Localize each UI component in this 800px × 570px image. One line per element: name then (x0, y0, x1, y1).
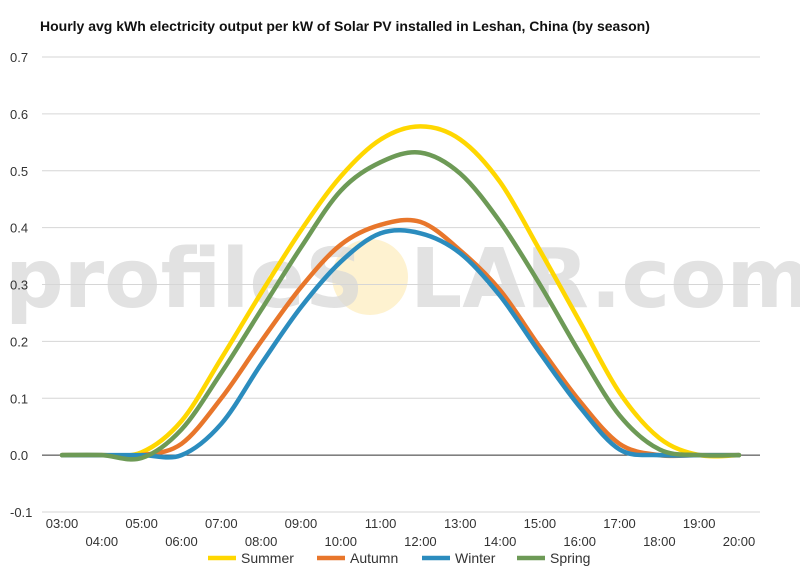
x-tick-label: 13:00 (444, 516, 477, 531)
y-tick-label: 0.5 (10, 164, 28, 179)
x-tick-label: 07:00 (205, 516, 238, 531)
gridlines (42, 56, 760, 513)
series-line-winter (59, 228, 742, 460)
x-tick-label: 11:00 (365, 516, 397, 531)
x-tick-label: 16:00 (563, 534, 596, 549)
x-tick-label: 06:00 (165, 534, 198, 549)
x-tick-label: 05:00 (125, 516, 158, 531)
watermark-text-left: profileS (5, 232, 364, 327)
x-tick-label: 20:00 (723, 534, 756, 549)
watermark-sun-icon (332, 239, 408, 315)
y-tick-label: 0.4 (10, 221, 28, 236)
watermark-text-right: LAR.com (410, 232, 800, 327)
chart-title: Hourly avg kWh electricity output per kW… (40, 18, 650, 34)
x-tick-label: 14:00 (484, 534, 517, 549)
x-tick-label: 09:00 (285, 516, 318, 531)
x-tick-label: 19:00 (683, 516, 716, 531)
x-tick-label: 10:00 (324, 534, 357, 549)
y-tick-label: 0.2 (10, 334, 28, 349)
x-tick-label: 17:00 (603, 516, 636, 531)
legend-label-spring: Spring (550, 550, 590, 566)
legend-label-autumn: Autumn (350, 550, 398, 566)
y-tick-label: 0.1 (10, 391, 28, 406)
x-tick-label: 12:00 (404, 534, 437, 549)
legend-label-summer: Summer (241, 550, 294, 566)
x-tick-label: 03:00 (46, 516, 79, 531)
y-axis-ticks: -0.1 0.0 0.1 0.2 0.3 0.4 0.5 0.6 0.7 (10, 50, 32, 520)
series-line-summer (59, 124, 742, 459)
y-tick-label: 0.6 (10, 107, 28, 122)
x-axis-ticks: 03:00 04:00 05:00 06:00 07:00 08:00 09:00 10:00… (46, 516, 756, 549)
legend-label-winter: Winter (455, 550, 496, 566)
y-tick-label: 0.7 (10, 50, 28, 65)
series-line-autumn (59, 217, 742, 459)
x-tick-label: 04:00 (86, 534, 119, 549)
y-tick-label: 0.3 (10, 278, 28, 293)
watermark: profileS LAR.com (5, 232, 800, 327)
series-line-spring (59, 149, 742, 462)
series-lines (59, 124, 742, 462)
y-tick-label: -0.1 (10, 505, 32, 520)
legend: Summer Autumn Winter Spring (208, 550, 590, 566)
y-tick-label: 0.0 (10, 448, 28, 463)
x-tick-label: 08:00 (245, 534, 278, 549)
x-tick-label: 18:00 (643, 534, 676, 549)
x-tick-label: 15:00 (524, 516, 557, 531)
